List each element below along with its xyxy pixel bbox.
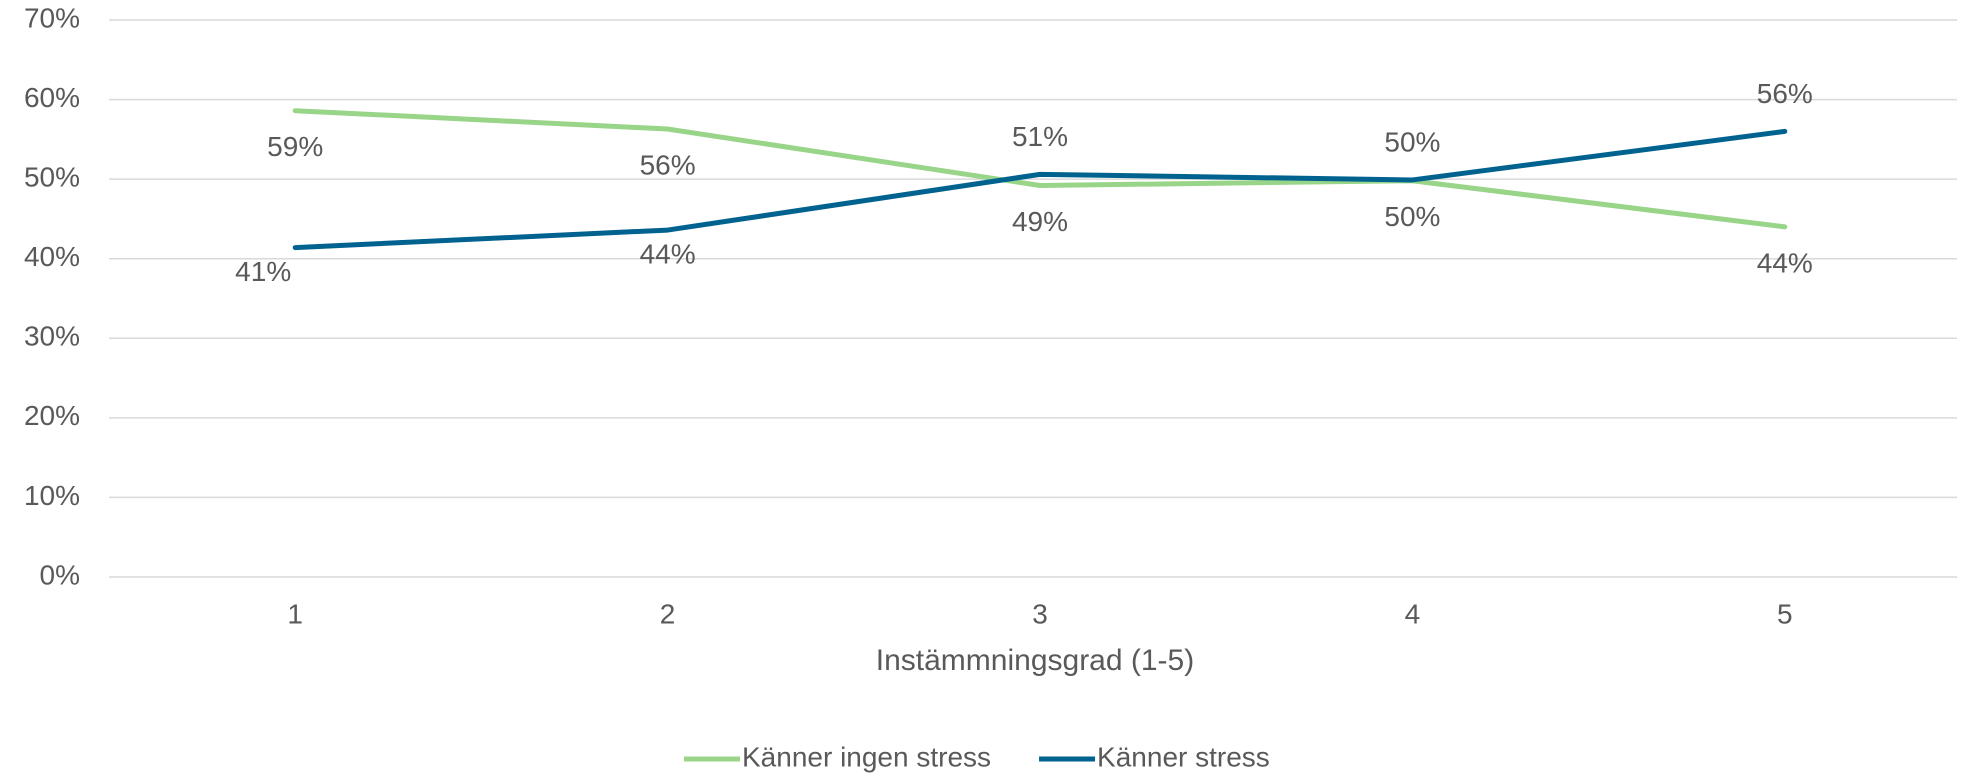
- x-tick-label: 1: [287, 598, 303, 629]
- y-tick-label: 60%: [24, 82, 80, 113]
- data-label: 49%: [1012, 206, 1068, 237]
- x-tick-label: 2: [660, 598, 676, 629]
- y-tick-label: 20%: [24, 400, 80, 431]
- y-tick-label: 40%: [24, 241, 80, 272]
- data-label: 59%: [267, 131, 323, 162]
- y-tick-label: 10%: [24, 480, 80, 511]
- legend-label: Känner stress: [1097, 741, 1270, 772]
- data-label: 56%: [1757, 78, 1813, 109]
- line: [292, 128, 1788, 251]
- y-tick-label: 50%: [24, 162, 80, 193]
- data-label: 50%: [1384, 126, 1440, 157]
- y-tick-label: 0%: [40, 559, 80, 590]
- data-label: 44%: [1757, 247, 1813, 278]
- y-tick-label: 70%: [24, 2, 80, 33]
- y-tick-label: 30%: [24, 321, 80, 352]
- data-label: 50%: [1384, 201, 1440, 232]
- data-label: 56%: [640, 149, 696, 180]
- data-label: 44%: [640, 238, 696, 269]
- legend-label: Känner ingen stress: [742, 741, 991, 772]
- data-label: 51%: [1012, 121, 1068, 152]
- data-label: 41%: [235, 256, 291, 287]
- x-tick-label: 3: [1032, 598, 1048, 629]
- x-axis-title: Instämmningsgrad (1-5): [876, 644, 1194, 677]
- line: [292, 108, 1788, 230]
- x-tick-label: 4: [1405, 598, 1421, 629]
- x-tick-label: 5: [1777, 598, 1793, 629]
